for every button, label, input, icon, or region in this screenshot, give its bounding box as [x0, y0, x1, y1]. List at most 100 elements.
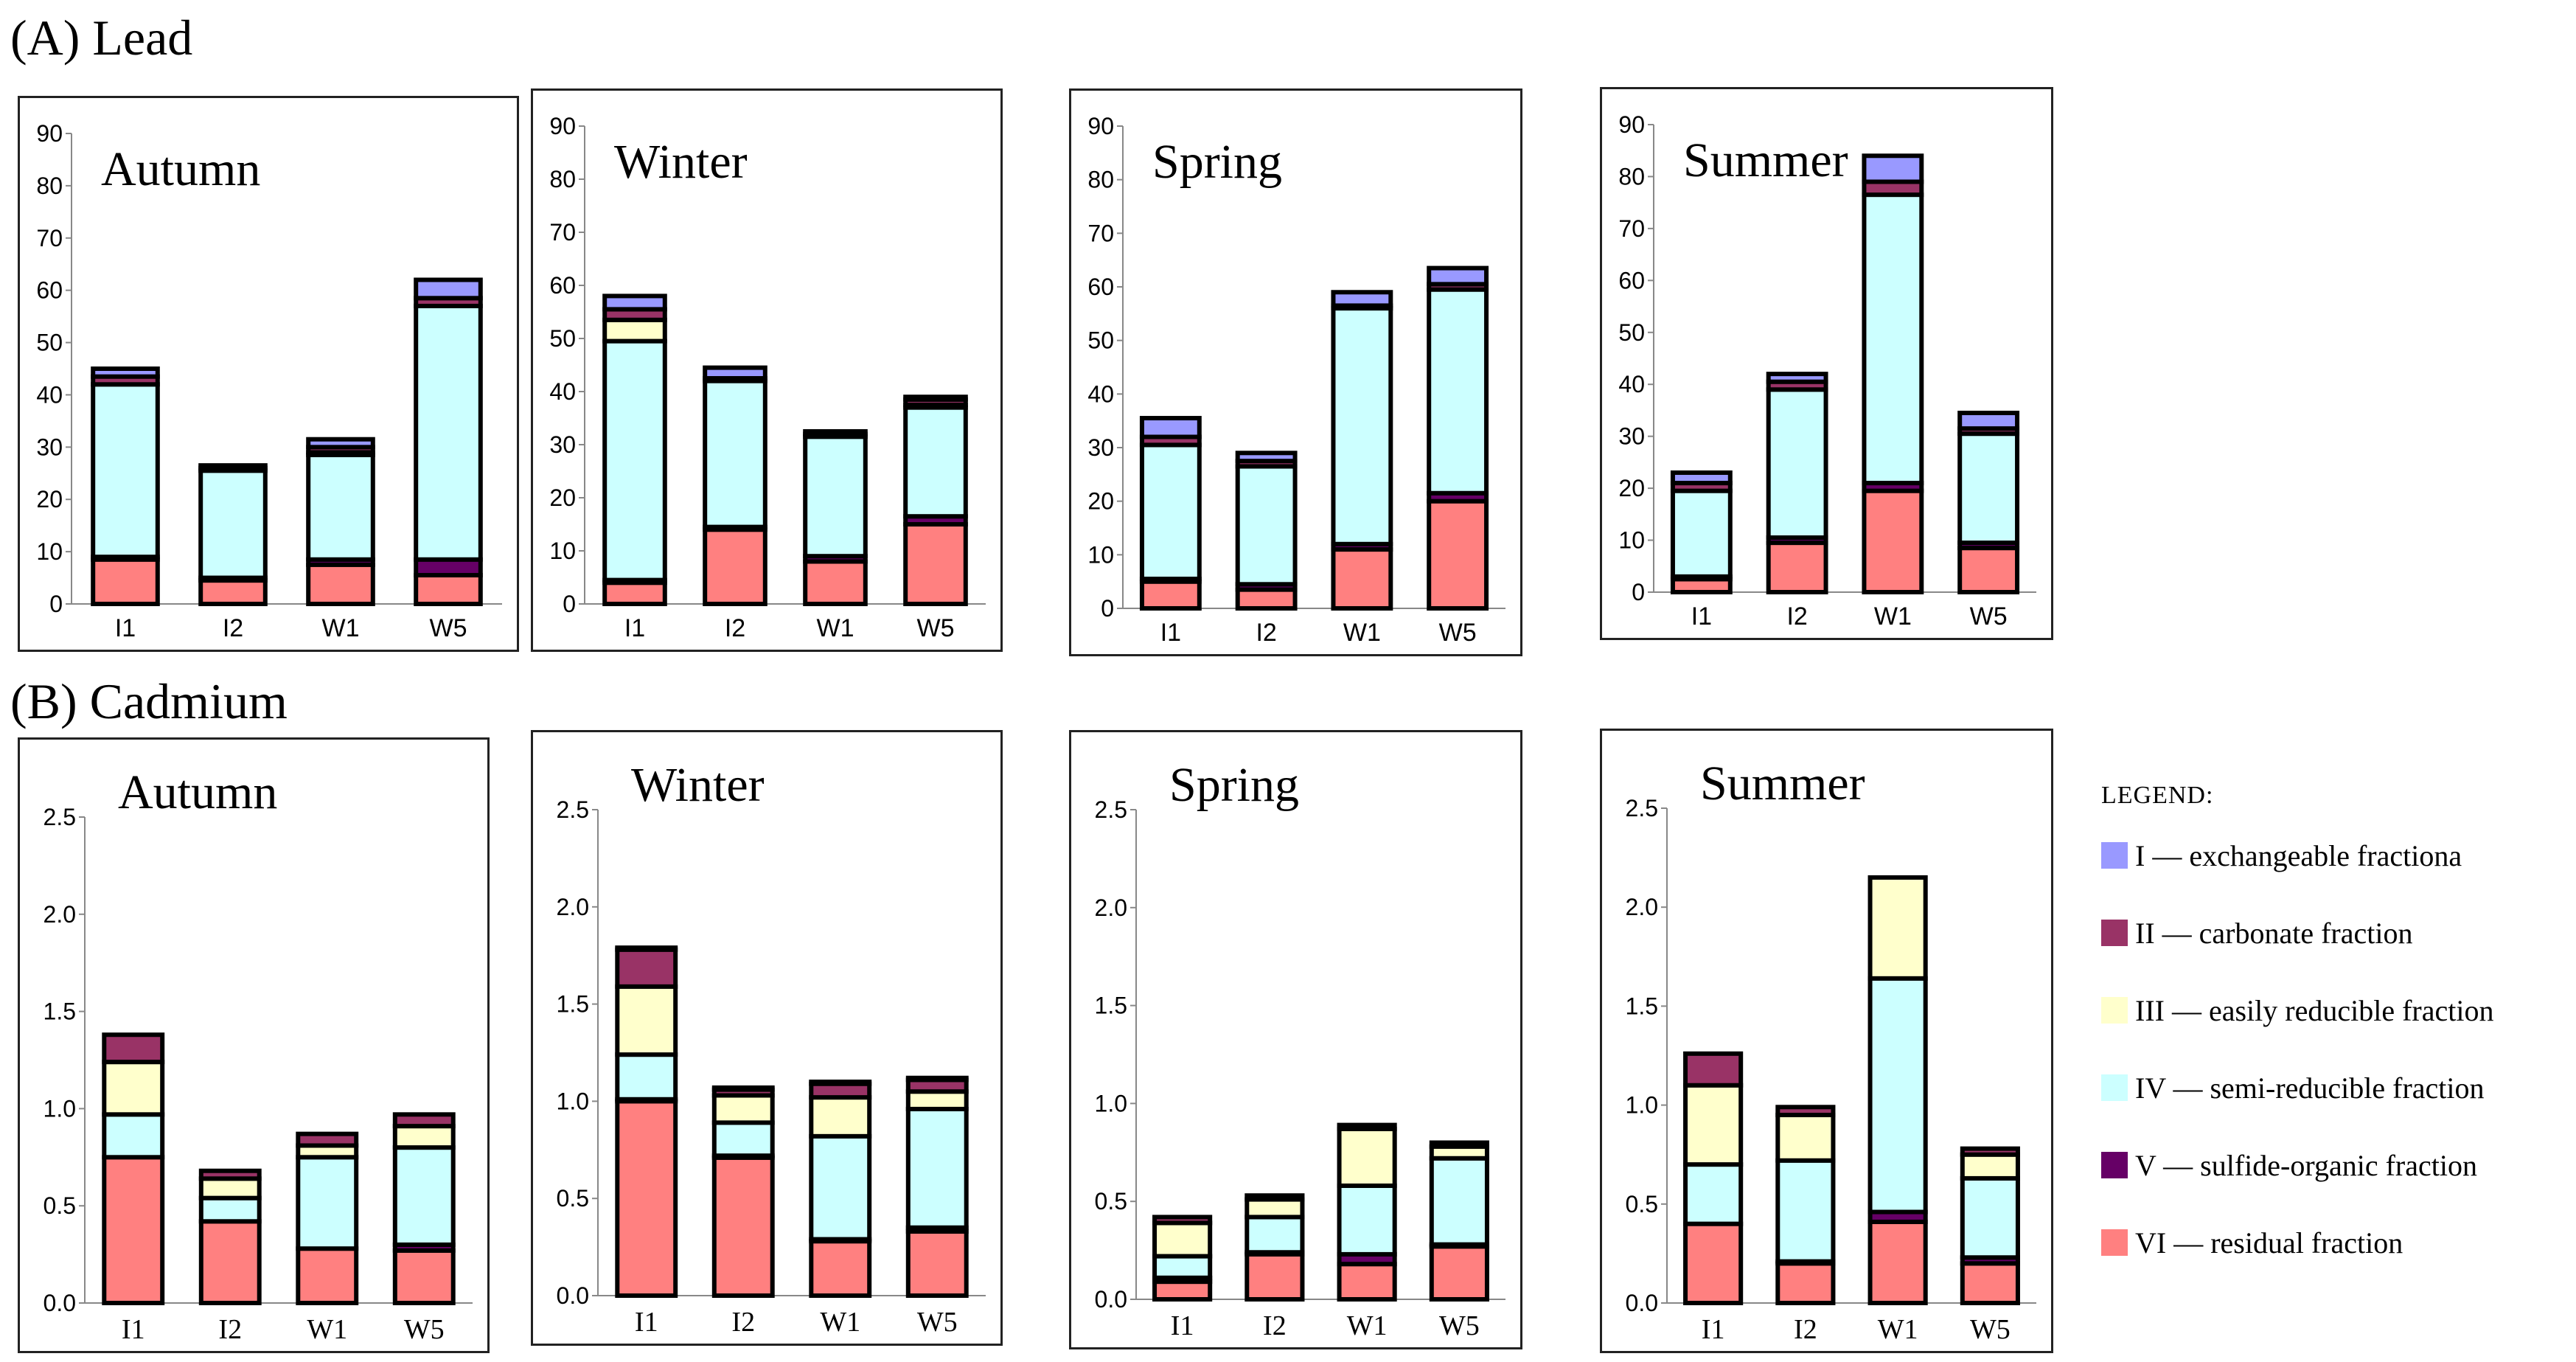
lead-autumn-bar-w5-exchangeable-fractiona [414, 277, 483, 301]
lead-summer-bar-i2-exchangeable-fractiona [1766, 372, 1828, 384]
lead-summer-bar-i1-semi-reducible-fraction [1670, 488, 1733, 579]
lead-spring-ytick-label: 90 [1087, 113, 1114, 139]
lead-winter-ytick-label: 70 [549, 219, 576, 246]
section-title-lead: (A) Lead [10, 10, 193, 66]
lead-autumn-ytick-label: 90 [36, 120, 63, 147]
lead-spring-ytick-label: 50 [1087, 327, 1114, 354]
lead-autumn-plot: 0 10 20 30 40 50 60 70 80 90 I1 I2 W1 W5 Autumn [36, 120, 502, 642]
cadmium-winter-bar-i1-easily-reducible-fraction [615, 984, 678, 1057]
cadmium-winter-bar-i2-exchangeable-fractiona [711, 1085, 775, 1092]
lead-spring-ytick-label: 20 [1087, 488, 1114, 515]
cadmium-winter-bar-w5-residual-fraction [905, 1229, 969, 1299]
lead-winter-bar-w5-semi-reducible-fraction [903, 405, 968, 519]
lead-winter-ytick-label: 60 [549, 272, 576, 299]
cadmium-winter-ytick-label: 2.0 [557, 894, 589, 920]
cadmium-spring-chart: 0.0 0.5 1.0 1.5 2.0 2.5 I1 I2 W1 W5 Spring [1069, 730, 1522, 1349]
cadmium-winter-bar-w5-semi-reducible-fraction [905, 1106, 969, 1230]
lead-spring-bar-i2-semi-reducible-fraction [1235, 464, 1298, 587]
legend-label-exchangeable: I — exchangeable fractiona [2135, 838, 2462, 872]
lead-spring-category-label: W5 [1439, 619, 1477, 647]
cadmium-spring-category-label: I2 [1263, 1310, 1287, 1341]
legend-item-sulfide-organic: V — sulfide-organic fraction [2101, 1149, 2573, 1182]
lead-winter-ytick-label: 0 [563, 591, 576, 617]
legend-item-carbonate: II — carbonate fraction [2101, 917, 2573, 950]
legend-item-residual: VI — residual fraction [2101, 1226, 2573, 1259]
lead-spring-bar-w5-residual-fraction [1427, 498, 1489, 611]
lead-autumn-bar-w1-residual-fraction [306, 562, 375, 606]
cadmium-summer-bar-w1-semi-reducible-fraction [1867, 976, 1928, 1215]
lead-spring-ytick-label: 10 [1087, 541, 1114, 568]
lead-autumn-category-label: W5 [430, 614, 467, 642]
cadmium-autumn-bar-w1-carbonate-fraction [296, 1131, 359, 1148]
cadmium-autumn-category-label: W1 [307, 1314, 347, 1345]
cadmium-autumn-bar-i2-easily-reducible-fraction [198, 1176, 262, 1201]
cadmium-autumn-plot: 0.0 0.5 1.0 1.5 2.0 2.5 I1 I2 W1 W5 Autumn [43, 765, 473, 1345]
cadmium-summer-ytick-label: 2.5 [1626, 795, 1658, 821]
cadmium-winter-bar-i2-easily-reducible-fraction [711, 1093, 775, 1125]
lead-summer-category-label: W1 [1874, 602, 1912, 630]
lead-autumn-ytick-label: 0 [49, 591, 63, 617]
lead-autumn-ytick-label: 80 [36, 173, 63, 199]
lead-summer-bar-w1-exchangeable-fractiona [1862, 153, 1924, 184]
cadmium-autumn-bar-i1-semi-reducible-fraction [102, 1112, 165, 1160]
lead-winter-ytick-label: 10 [549, 538, 576, 564]
lead-winter-category-label: I1 [624, 614, 645, 642]
lead-spring-bar-i1-semi-reducible-fraction [1139, 442, 1202, 582]
cadmium-spring-ytick-label: 2.0 [1095, 894, 1127, 921]
lead-summer-ytick-label: 60 [1618, 267, 1645, 293]
cadmium-autumn-ytick-label: 0.0 [43, 1290, 76, 1316]
cadmium-spring-bar-w1-easily-reducible-fraction [1337, 1126, 1397, 1188]
cadmium-spring-bar-w1-semi-reducible-fraction [1337, 1183, 1397, 1257]
lead-summer-bar-w1-residual-fraction [1862, 488, 1924, 595]
lead-spring-category-label: W1 [1343, 619, 1381, 647]
legend-title: LEGEND: [2101, 782, 2214, 809]
legend-swatch-residual [2101, 1229, 2128, 1256]
cadmium-spring-bar-w1-carbonate-fraction [1337, 1122, 1397, 1131]
lead-summer-ytick-label: 90 [1618, 111, 1645, 138]
lead-autumn-bar-w5-sulfide-organic-fraction [414, 557, 483, 578]
lead-winter-bar-i2-exchangeable-fractiona [703, 365, 767, 381]
lead-winter-ytick-label: 50 [549, 325, 576, 352]
lead-winter-ytick-label: 30 [549, 431, 576, 458]
lead-summer-ytick-label: 50 [1618, 319, 1645, 346]
lead-summer-category-label: I1 [1691, 602, 1712, 630]
legend-item-semi-reducible: IV — semi-reducible fraction [2101, 1071, 2573, 1105]
lead-spring-bar-i1-residual-fraction [1139, 579, 1202, 611]
legend-label-easily-reducible: III — easily reducible fraction [2135, 993, 2494, 1027]
lead-spring-category-label: I1 [1160, 619, 1181, 647]
cadmium-autumn-ytick-label: 1.5 [43, 998, 76, 1025]
cadmium-autumn-category-label: I2 [218, 1314, 242, 1345]
lead-autumn-ytick-label: 60 [36, 277, 63, 304]
lead-summer-ytick-label: 0 [1632, 579, 1645, 605]
lead-winter-bar-i2-semi-reducible-fraction [703, 378, 767, 529]
cadmium-winter-bar-i2-residual-fraction [711, 1155, 775, 1298]
legend-swatch-exchangeable [2101, 842, 2128, 869]
cadmium-summer-ytick-label: 2.0 [1626, 894, 1658, 920]
lead-autumn-bar-i2-residual-fraction [198, 578, 268, 606]
lead-autumn-ytick-label: 70 [36, 225, 63, 251]
cadmium-autumn-ytick-label: 2.0 [43, 901, 76, 928]
cadmium-summer-ytick-label: 0.5 [1626, 1191, 1658, 1217]
lead-autumn-category-label: W1 [322, 614, 360, 642]
cadmium-spring-bar-w5-semi-reducible-fraction [1429, 1156, 1489, 1247]
cadmium-winter-bar-w1-easily-reducible-fraction [809, 1095, 872, 1139]
lead-summer-ytick-label: 40 [1618, 371, 1645, 397]
lead-spring-bar-w5-exchangeable-fractiona [1427, 265, 1489, 287]
cadmium-spring-bar-i1-semi-reducible-fraction [1152, 1254, 1213, 1280]
cadmium-summer-bar-w5-residual-fraction [1960, 1261, 2020, 1306]
cadmium-autumn-bar-w5-semi-reducible-fraction [392, 1145, 456, 1247]
cadmium-winter-bar-i1-carbonate-fraction [615, 947, 678, 989]
cadmium-spring-plot: 0.0 0.5 1.0 1.5 2.0 2.5 I1 I2 W1 W5 Spring [1095, 758, 1505, 1341]
cadmium-winter-bar-i2-semi-reducible-fraction [711, 1120, 775, 1158]
lead-summer-chart: 0 10 20 30 40 50 60 70 80 90 I1 I2 W1 W5 Summer [1600, 87, 2053, 640]
cadmium-winter-bar-w1-residual-fraction [809, 1239, 872, 1299]
legend-item-exchangeable: I — exchangeable fractiona [2101, 839, 2573, 872]
lead-spring-category-label: I2 [1256, 619, 1276, 647]
lead-summer-bar-w1-semi-reducible-fraction [1862, 192, 1924, 486]
lead-autumn-bar-w1-semi-reducible-fraction [306, 452, 375, 562]
cadmium-summer-category-label: W1 [1878, 1314, 1918, 1345]
lead-winter-bar-i2-residual-fraction [703, 527, 767, 607]
cadmium-spring-category-label: I1 [1171, 1310, 1194, 1341]
cadmium-summer-bar-i1-residual-fraction [1683, 1221, 1744, 1306]
lead-autumn-season-title: Autumn [101, 142, 260, 196]
